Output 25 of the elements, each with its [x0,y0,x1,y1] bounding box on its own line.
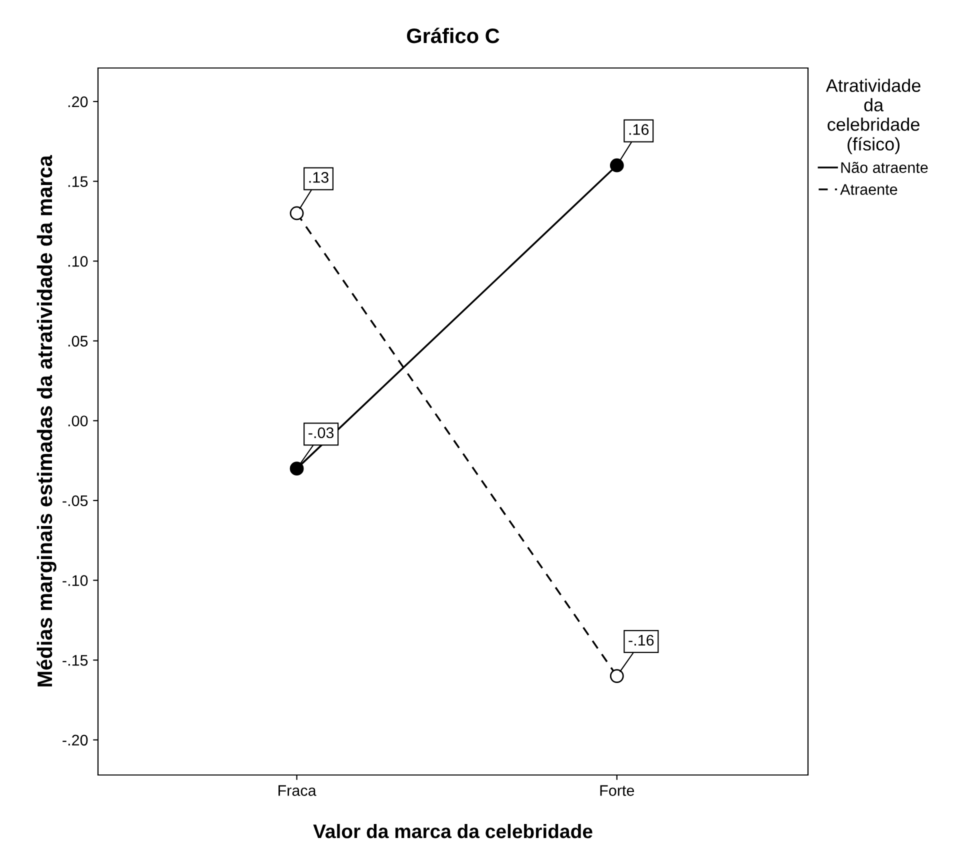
y-tick-label: .15 [68,176,88,187]
y-tick-label: .00 [68,416,88,426]
y-tick-label: -.05 [62,495,88,506]
y-tick-label: .05 [68,336,88,347]
y-tick-label: .10 [68,256,88,267]
y-tick-label: -.20 [62,734,88,746]
y-tick-label: -.10 [62,575,88,586]
legend-label: Atraente [840,184,898,195]
y-tick-label: .20 [68,96,88,108]
x-tick-label: Forte [600,785,634,796]
y-axis-title: Médias marginais estimadas da atratividade da marca [36,155,56,686]
point [290,206,304,220]
legend-label: Não atraente [841,162,928,173]
data-label: .16 [629,124,649,135]
point [290,462,304,476]
data-label: .13 [309,172,328,183]
data-label: -.03 [308,427,334,438]
legend-title: Atratividade da celebridade (físico) [826,78,920,154]
point [610,158,624,172]
point [610,669,624,683]
y-tick-label: -.15 [62,655,88,666]
data-label: -.16 [628,634,654,646]
chart-title: Gráfico C [406,28,500,44]
x-axis-title: Valor da marca da celebridade [313,824,592,838]
x-tick-label: Fraca [278,785,316,796]
